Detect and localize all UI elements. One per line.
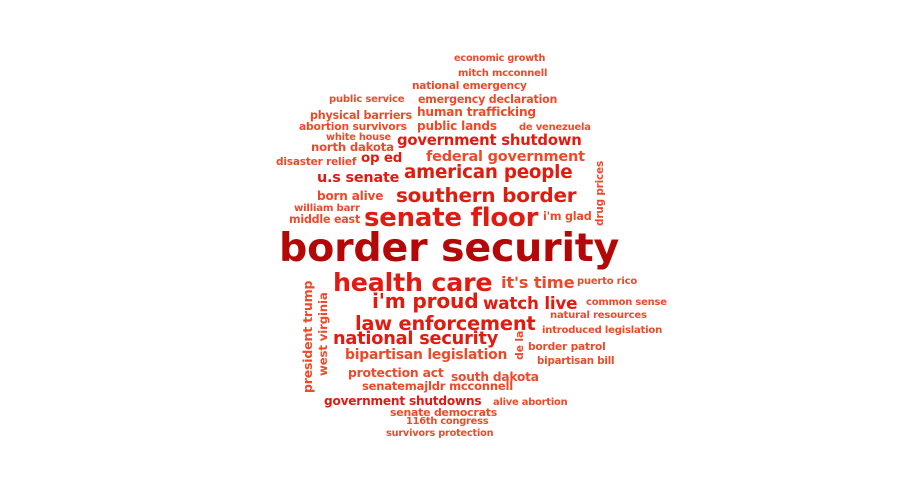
word-government-shutdown: government shutdown bbox=[397, 132, 582, 149]
word-american-people: american people bbox=[404, 162, 573, 183]
word-national-security: national security bbox=[333, 329, 499, 349]
word-protection-act: protection act bbox=[348, 366, 444, 380]
word-natural-resources: natural resources bbox=[550, 310, 647, 321]
word-health-care: health care bbox=[333, 268, 493, 297]
word-border-security: border security bbox=[279, 225, 620, 271]
word-de-venezuela: de venezuela bbox=[519, 122, 591, 133]
word-senate-floor: senate floor bbox=[364, 203, 539, 233]
word-its-time: it's time bbox=[501, 273, 575, 292]
word-emergency-declaration: emergency declaration bbox=[418, 93, 558, 106]
word-introduced-legislation: introduced legislation bbox=[542, 325, 663, 336]
word-physical-barriers: physical barriers bbox=[310, 109, 412, 122]
word-law-enforcement: law enforcement bbox=[355, 312, 536, 335]
word-survivors-protection: survivors protection bbox=[386, 428, 494, 439]
word-op-ed: op ed bbox=[361, 151, 403, 166]
word-middle-east: middle east bbox=[289, 213, 361, 226]
word-us-senate: u.s senate bbox=[317, 170, 400, 186]
word-im-glad: i'm glad bbox=[543, 210, 592, 223]
word-senate-democrats: senate democrats bbox=[390, 406, 498, 419]
word-south-dakota: south dakota bbox=[451, 370, 539, 384]
word-federal-government: federal government bbox=[426, 149, 585, 165]
word-common-sense: common sense bbox=[586, 297, 667, 308]
word-senatemajldr-mcconnell: senatemajldr mcconnell bbox=[362, 379, 514, 393]
word-puerto-rico: puerto rico bbox=[577, 276, 637, 287]
word-human-trafficking: human trafficking bbox=[417, 105, 536, 119]
word-alive-abortion: alive abortion bbox=[493, 397, 568, 408]
word-de-la: de la bbox=[513, 330, 526, 360]
word-national-emergency: national emergency bbox=[412, 80, 527, 92]
word-west-virginia: west virginia bbox=[316, 292, 330, 376]
word-drug-prices: drug prices bbox=[594, 160, 606, 226]
word-southern-border: southern border bbox=[396, 183, 577, 207]
word-white-house: white house bbox=[326, 132, 391, 143]
word-disaster-relief: disaster relief bbox=[276, 156, 357, 168]
word-public-lands: public lands bbox=[417, 119, 497, 133]
word-116th-congress: 116th congress bbox=[406, 416, 489, 427]
word-mitch-mcconnell: mitch mcconnell bbox=[458, 68, 548, 79]
word-abortion-survivors: abortion survivors bbox=[299, 120, 407, 133]
word-economic-growth: economic growth bbox=[454, 53, 546, 64]
word-bipartisan-legislation: bipartisan legislation bbox=[345, 347, 508, 363]
word-william-barr: william barr bbox=[294, 203, 360, 214]
word-north-dakota: north dakota bbox=[311, 140, 394, 154]
word-bipartisan-bill: bipartisan bill bbox=[537, 355, 615, 367]
word-born-alive: born alive bbox=[317, 189, 384, 203]
word-im-proud: i'm proud bbox=[372, 289, 479, 313]
word-government-shutdowns: government shutdowns bbox=[324, 394, 482, 408]
word-watch-live: watch live bbox=[483, 293, 578, 313]
word-border-patrol: border patrol bbox=[528, 340, 606, 353]
word-public-service: public service bbox=[329, 94, 405, 105]
word-president-trump: president trump bbox=[300, 280, 315, 393]
